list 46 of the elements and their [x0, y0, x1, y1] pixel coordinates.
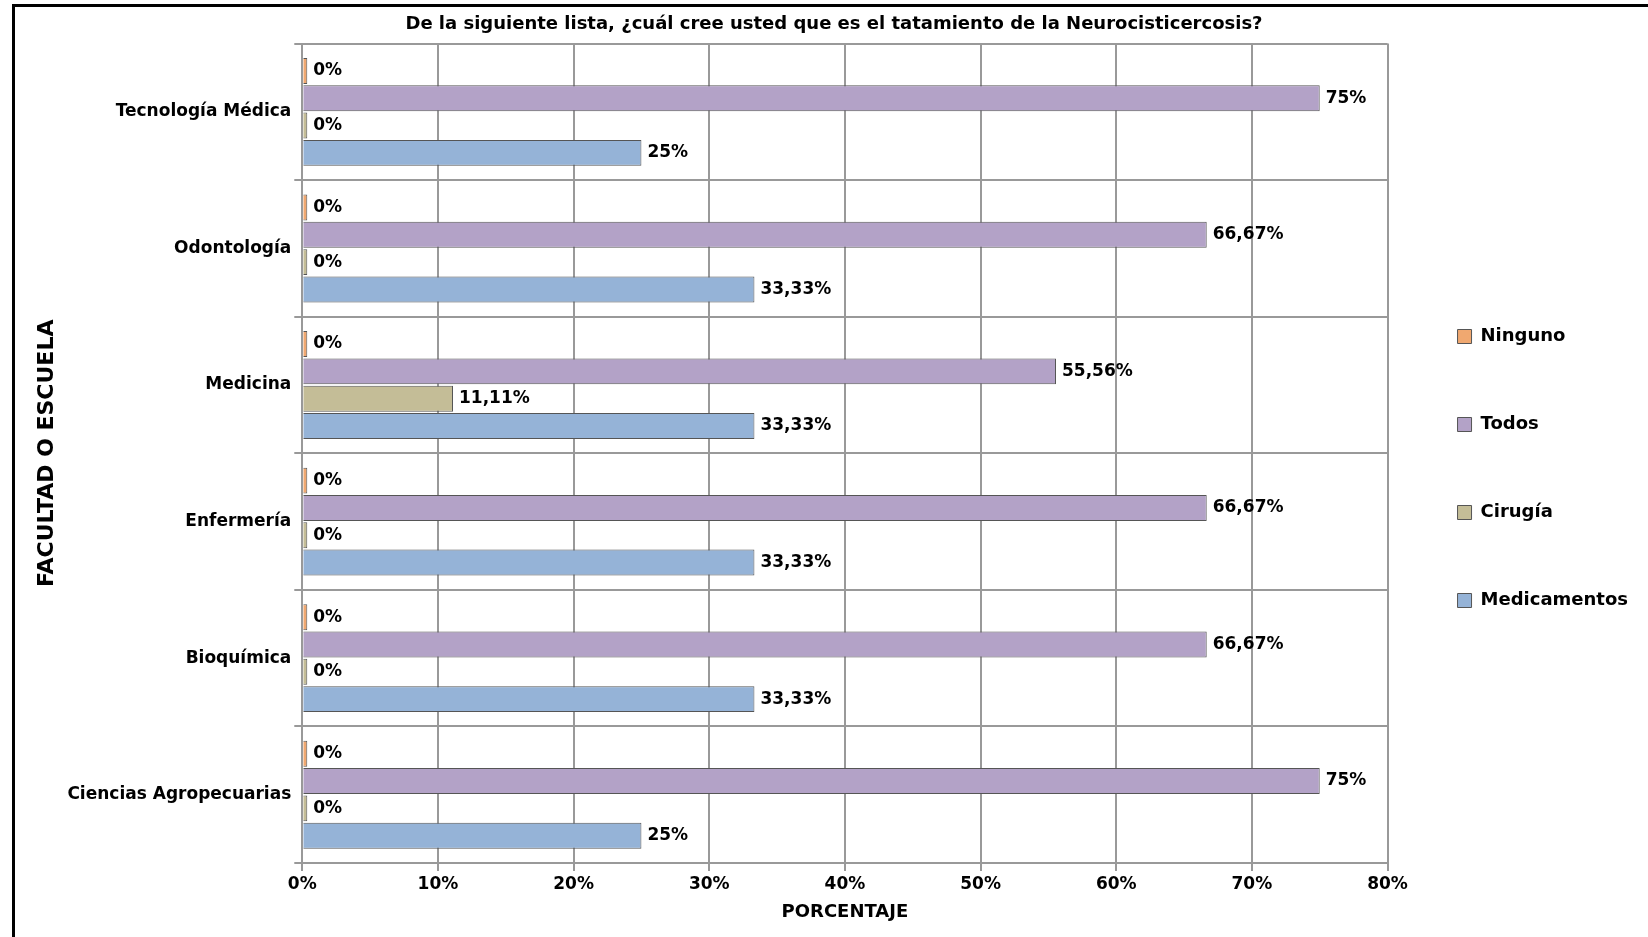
data-label: 0%	[313, 250, 343, 271]
data-label: 0%	[313, 113, 343, 134]
data-label: 0%	[313, 796, 343, 817]
data-label: 0%	[313, 332, 343, 353]
data-label: 25%	[647, 141, 689, 162]
data-label: 33,33%	[760, 687, 832, 708]
y-tick-label: Enfermería	[185, 510, 292, 531]
y-tick-label: Tecnología Médica	[115, 100, 292, 121]
chart-title: De la siguiente lista, ¿cuál cree usted que es el tatamiento de la Neurocisticercosis?	[405, 12, 1263, 34]
x-tick-label: 20%	[553, 872, 594, 893]
data-label: 25%	[647, 824, 689, 845]
y-axis-title: FACULTAD O ESCUELA	[32, 319, 58, 588]
legend-label: Todos	[1480, 412, 1539, 434]
data-label: 66,67%	[1212, 496, 1284, 517]
data-label: 0%	[313, 469, 343, 490]
y-tick-label: Ciencias Agropecuarias	[67, 783, 292, 804]
data-label: 55,56%	[1062, 359, 1133, 380]
data-label: 33,33%	[760, 277, 832, 298]
y-tick-label: Odontología	[174, 236, 292, 257]
data-label: 66,67%	[1212, 223, 1284, 244]
data-label: 0%	[313, 660, 343, 681]
data-label: 66,67%	[1212, 632, 1284, 653]
data-label: 33,33%	[760, 414, 832, 435]
data-label: 75%	[1325, 769, 1367, 790]
x-tick-label: 70%	[1231, 872, 1273, 893]
y-tick-label: Medicina	[205, 373, 292, 394]
x-tick-label: 80%	[1367, 872, 1408, 893]
data-label: 33,33%	[760, 550, 832, 571]
x-tick-label: 10%	[417, 872, 459, 893]
data-label: 11,11%	[459, 387, 530, 408]
x-tick-label: 40%	[824, 872, 866, 893]
x-tick-label: 60%	[1095, 872, 1137, 893]
data-label: 0%	[313, 195, 343, 216]
data-label: 0%	[313, 605, 343, 626]
legend-label: Medicamentos	[1480, 588, 1629, 610]
x-tick-label: 0%	[287, 872, 317, 893]
data-label: 0%	[313, 523, 343, 544]
data-label: 0%	[313, 742, 343, 763]
legend-label: Ninguno	[1480, 324, 1566, 346]
data-label: 75%	[1325, 86, 1367, 107]
x-tick-label: 30%	[688, 872, 730, 893]
legend-label: Cirugía	[1480, 500, 1553, 522]
data-label: 0%	[313, 59, 343, 80]
x-axis-title: PORCENTAJE	[781, 899, 909, 921]
x-tick-label: 50%	[960, 872, 1001, 893]
y-tick-label: Bioquímica	[185, 646, 292, 667]
